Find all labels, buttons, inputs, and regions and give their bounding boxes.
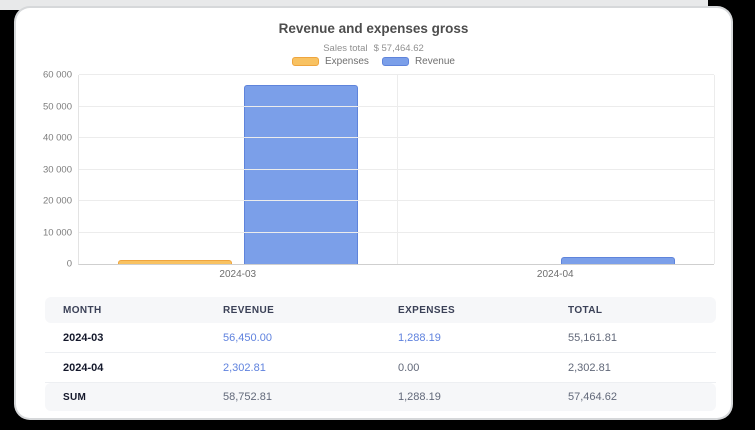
column-header-month: MONTH bbox=[63, 304, 102, 316]
y-axis-tick: 50 000 bbox=[42, 101, 72, 112]
legend-item-expenses[interactable]: Expenses bbox=[292, 56, 369, 67]
cell-total: 57,464.62 bbox=[568, 391, 617, 403]
cell-total: 55,161.81 bbox=[568, 331, 617, 344]
cell-total: 2,302.81 bbox=[568, 361, 611, 374]
chart-subtitle: Sales total $ 57,464.62 bbox=[16, 43, 731, 54]
cell-revenue: 58,752.81 bbox=[223, 391, 272, 403]
sales-total-value: $ 57,464.62 bbox=[373, 43, 424, 54]
legend-swatch-expenses-icon bbox=[292, 57, 320, 66]
category-band-2024-03 bbox=[79, 75, 397, 264]
y-axis-tick: 10 000 bbox=[42, 227, 72, 238]
background-top-strip bbox=[0, 0, 708, 10]
bar-expenses-2024-03[interactable] bbox=[117, 260, 232, 264]
cell-revenue[interactable]: 2,302.81 bbox=[223, 361, 266, 374]
table-row-2024-04: 2024-04 2,302.81 0.00 2,302.81 bbox=[45, 353, 716, 383]
x-axis-label-2024-03: 2024-03 bbox=[219, 269, 257, 280]
cell-month: 2024-03 bbox=[63, 331, 104, 344]
category-band-2024-04 bbox=[397, 75, 715, 264]
legend-item-revenue[interactable]: Revenue bbox=[381, 56, 455, 67]
bar-revenue-2024-04[interactable] bbox=[561, 257, 676, 264]
chart-card: Revenue and expenses gross Sales total $ … bbox=[16, 8, 731, 418]
y-axis-tick: 0 bbox=[66, 258, 72, 270]
y-axis-tick: 20 000 bbox=[42, 195, 72, 207]
v-gridline bbox=[396, 75, 398, 264]
h-gridline bbox=[79, 74, 714, 75]
table-row-2024-03: 2024-03 56,450.00 1,288.19 55,161.81 bbox=[45, 323, 716, 353]
legend-label-expenses: Expenses bbox=[325, 56, 369, 67]
v-gridline bbox=[714, 75, 715, 264]
bands bbox=[79, 75, 714, 264]
cell-month: 2024-04 bbox=[63, 361, 104, 374]
column-header-expenses: EXPENSES bbox=[398, 304, 456, 316]
column-header-revenue: REVENUE bbox=[223, 304, 275, 316]
plot-area: 2024-03 2024-04 0 10 000 20 000 30 000 40 000… bbox=[43, 70, 715, 280]
table-header-row: MONTH REVENUE EXPENSES TOTAL bbox=[45, 297, 716, 323]
bar-revenue-2024-03[interactable] bbox=[243, 85, 358, 264]
y-axis-tick: 60 000 bbox=[42, 69, 72, 81]
table-body: 2024-03 56,450.00 1,288.19 55,161.81 2024-04… bbox=[45, 323, 716, 383]
column-header-total: TOTAL bbox=[568, 304, 603, 316]
cell-month: SUM bbox=[63, 391, 87, 403]
chart-title: Revenue and expenses gross bbox=[278, 21, 469, 36]
cell-revenue[interactable]: 56,450.00 bbox=[223, 331, 272, 344]
cell-expenses[interactable]: 1,288.19 bbox=[398, 331, 441, 344]
chart-legend: Expenses Revenue bbox=[16, 56, 731, 67]
x-axis-labels: 2024-03 2024-04 bbox=[79, 269, 714, 280]
y-axis-tick: 40 000 bbox=[42, 132, 72, 144]
x-axis-label-2024-04: 2024-04 bbox=[536, 269, 574, 280]
legend-swatch-revenue-icon bbox=[381, 57, 409, 66]
summary-table: MONTH REVENUE EXPENSES TOTAL 2024-03 56,450.… bbox=[45, 297, 716, 411]
cell-expenses: 1,288.19 bbox=[398, 391, 441, 403]
legend-label-revenue: Revenue bbox=[414, 56, 455, 67]
y-axis-tick: 30 000 bbox=[42, 164, 72, 175]
sales-total-label: Sales total bbox=[323, 43, 368, 54]
table-sum-row: SUM 58,752.81 1,288.19 57,464.62 bbox=[45, 383, 716, 411]
cell-expenses: 0.00 bbox=[398, 361, 420, 374]
